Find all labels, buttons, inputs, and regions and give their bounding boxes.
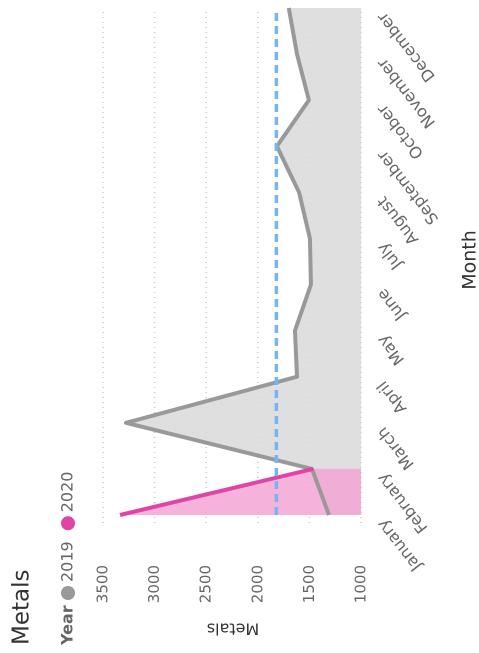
legend-title: Year <box>58 605 77 646</box>
area <box>126 8 361 515</box>
area <box>120 468 361 515</box>
x-axis-title: Month <box>459 230 479 290</box>
x-tick-label: April <box>373 377 410 418</box>
y-tick-label: 3500 <box>94 565 112 603</box>
x-tick-label: May <box>373 331 408 369</box>
legend-swatch <box>61 516 75 531</box>
y-tick-label: 2500 <box>197 565 215 603</box>
y-tick-label: 1500 <box>300 565 318 603</box>
line <box>124 7 331 516</box>
y-tick-label: 3000 <box>145 565 163 603</box>
y-tick-label: 2000 <box>248 565 266 603</box>
legend-swatch <box>61 586 75 600</box>
y-tick-label: 1000 <box>352 565 370 603</box>
chart-title: Metals <box>9 570 35 645</box>
rotated-chart: Metals Year Month Metals 2019 2020 1000 150… <box>9 7 479 646</box>
x-tick-label: March <box>373 424 418 474</box>
y-axis-title: Metals <box>207 620 260 639</box>
x-tick-label: June <box>373 285 410 325</box>
x-tick-label: July <box>373 239 406 274</box>
legend-label: 2020 <box>58 472 77 513</box>
legend-label: 2019 <box>58 541 77 582</box>
line <box>119 466 314 517</box>
